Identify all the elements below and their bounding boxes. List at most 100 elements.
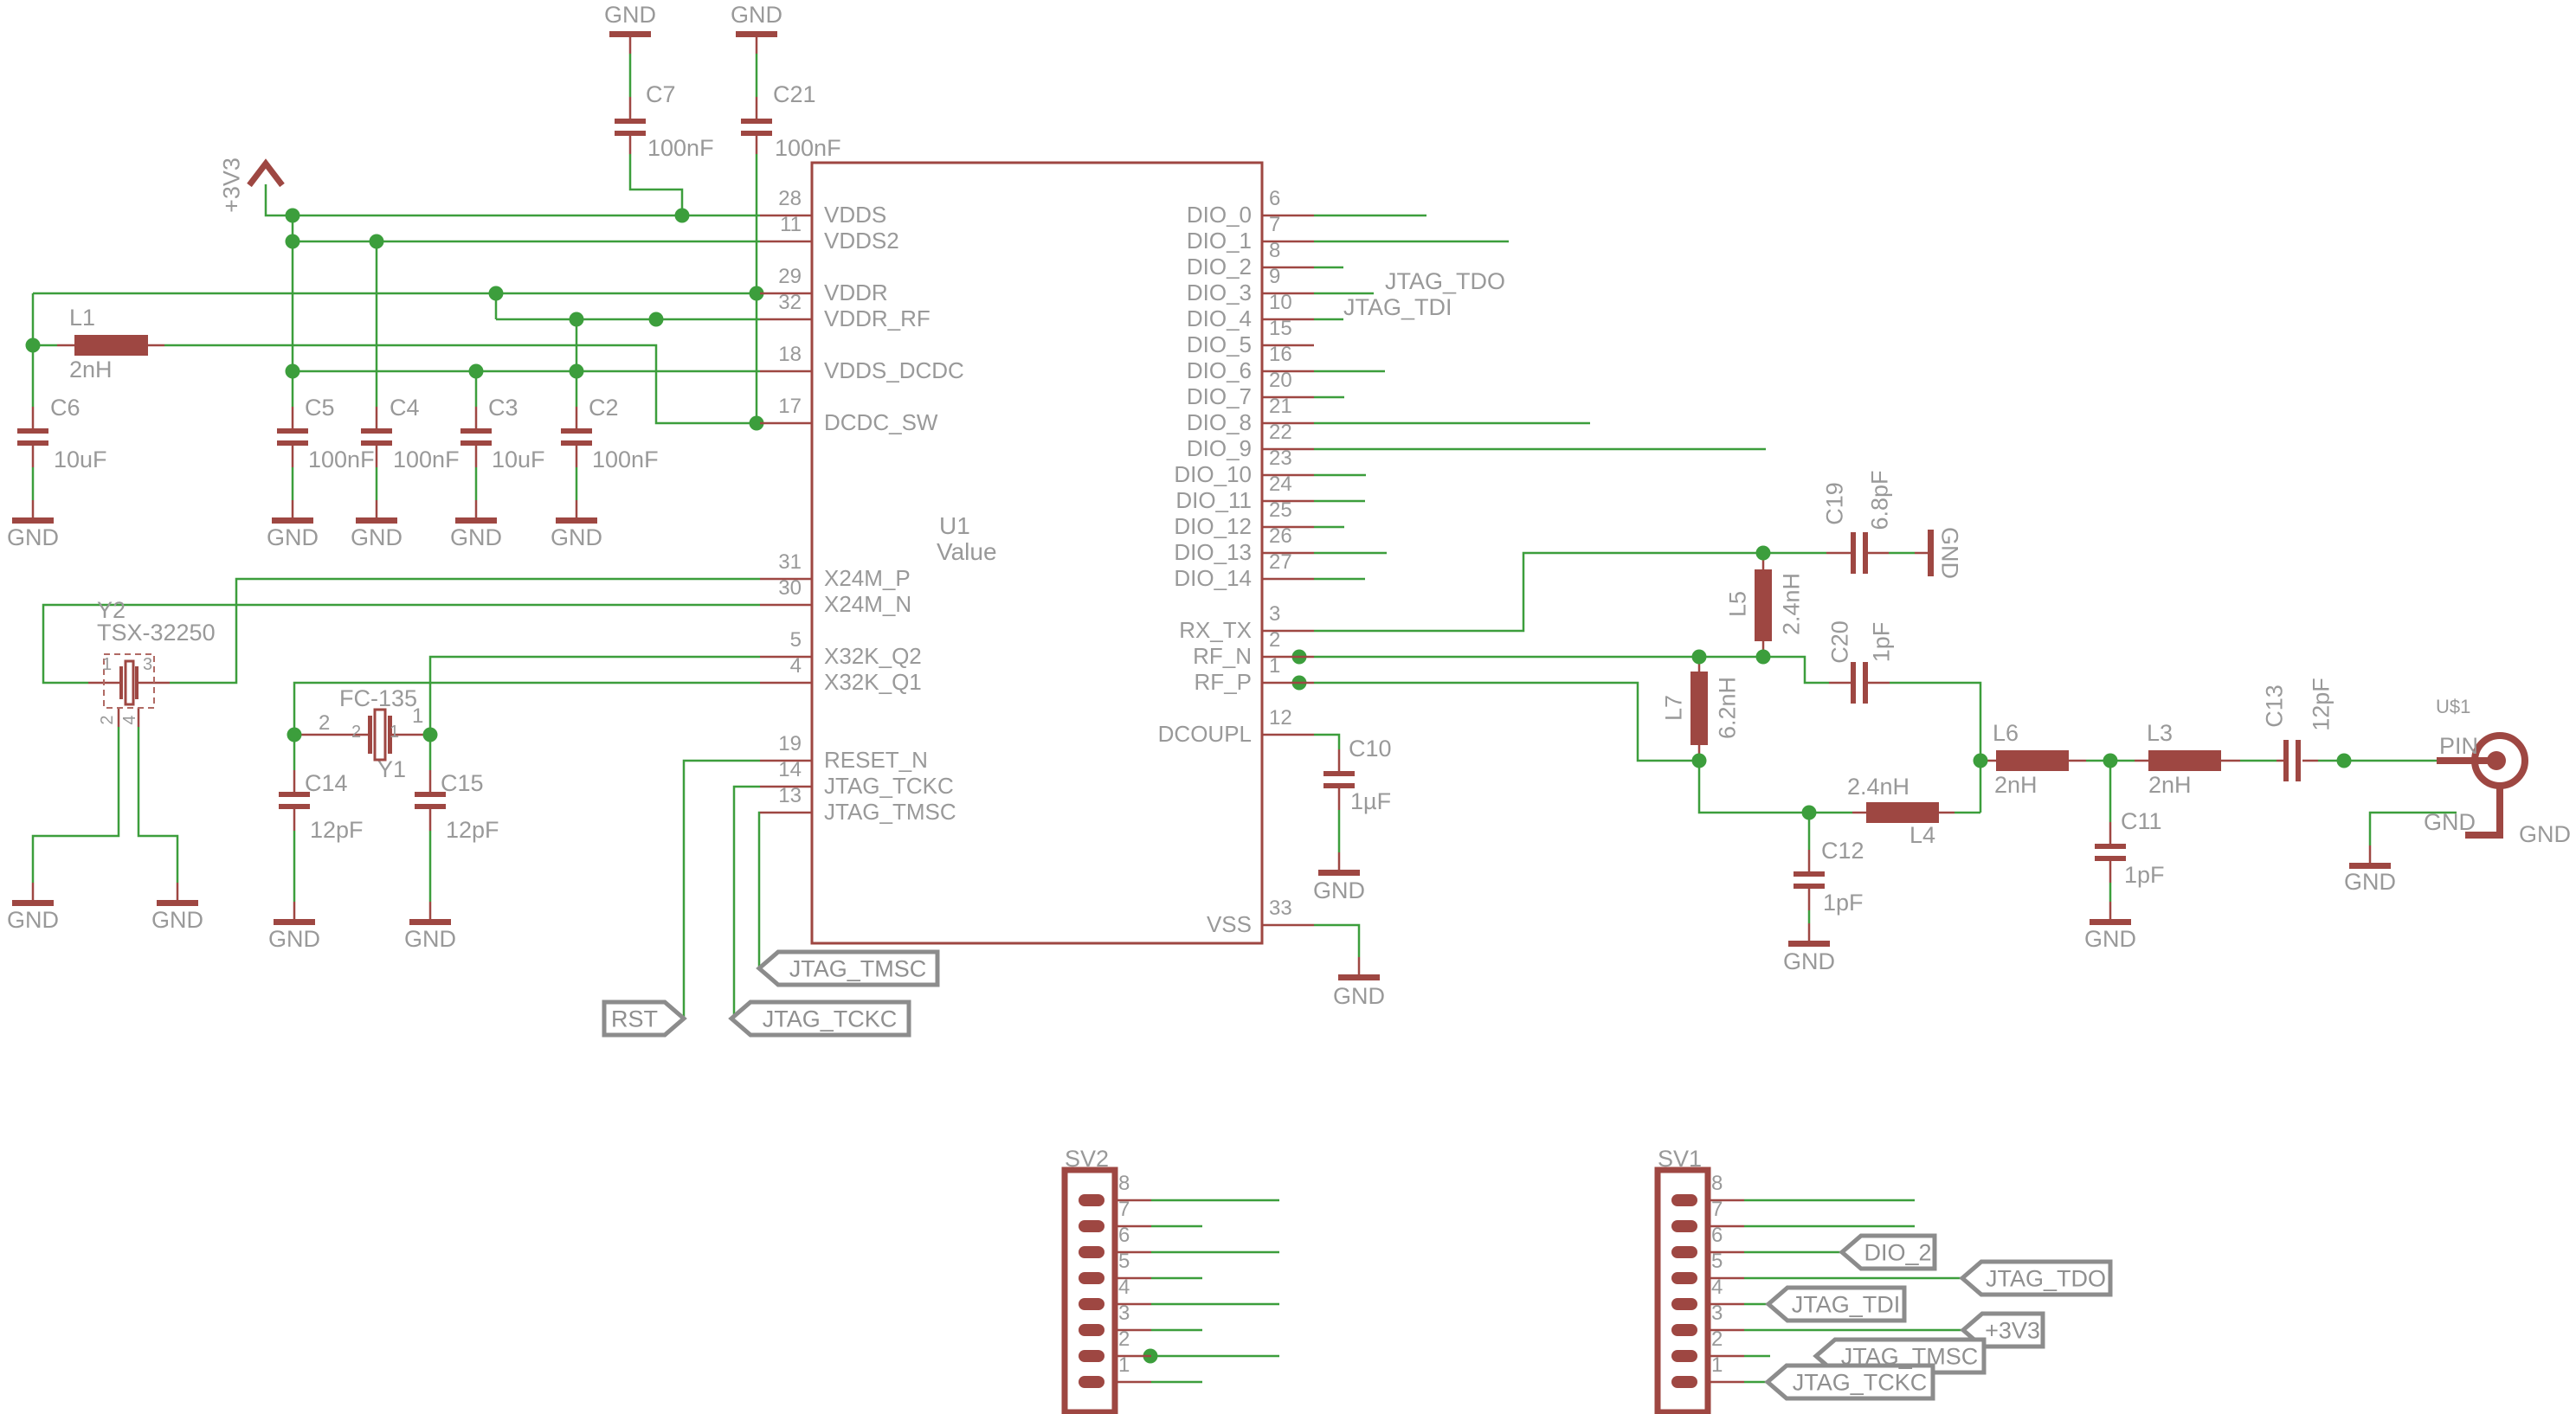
ic-pin-name: DCDC_SW — [824, 409, 938, 435]
capacitor-plate[interactable] — [1323, 771, 1355, 776]
ic-pin-number: 3 — [1269, 602, 1281, 626]
connector-pad[interactable] — [1671, 1324, 1697, 1336]
connector-pad[interactable] — [1671, 1246, 1697, 1258]
capacitor-plate[interactable] — [741, 131, 772, 136]
ic-pin-name: DIO_14 — [1174, 565, 1252, 591]
inductor-l3[interactable] — [2148, 750, 2221, 771]
capacitor-plate[interactable] — [415, 792, 446, 797]
connector-pad[interactable] — [1079, 1376, 1104, 1388]
net-flag-label[interactable]: JTAG_TDO — [1985, 1265, 2107, 1292]
junction-dot — [285, 208, 300, 223]
gnd-symbol[interactable] — [409, 919, 451, 925]
capacitor-plate[interactable] — [460, 428, 492, 434]
capacitor-plate[interactable] — [2296, 740, 2301, 781]
capacitor-plate[interactable] — [460, 440, 492, 446]
net-flag-label[interactable]: JTAG_TDI — [1791, 1291, 1901, 1318]
net-flag[interactable] — [1765, 1285, 1907, 1323]
capacitor-plate[interactable] — [17, 440, 48, 446]
connector-pad[interactable] — [1079, 1298, 1104, 1310]
net-flag[interactable] — [1839, 1233, 1937, 1271]
net-flag-label[interactable]: +3V3 — [1985, 1317, 2040, 1344]
net-flag-label[interactable]: JTAG_TMSC — [1840, 1343, 1979, 1370]
capacitor-plate[interactable] — [1863, 532, 1868, 574]
gnd-symbol[interactable] — [1928, 530, 1934, 576]
net-flag-label[interactable]: JTAG_TCKC — [1792, 1369, 1928, 1396]
gnd-symbol[interactable] — [1318, 870, 1360, 876]
capacitor-plate[interactable] — [561, 428, 592, 434]
net-flag[interactable] — [602, 999, 687, 1038]
capacitor-plate[interactable] — [2095, 856, 2126, 861]
gnd-symbol[interactable] — [12, 517, 54, 524]
capacitor-plate[interactable] — [415, 804, 446, 809]
gnd-symbol[interactable] — [1338, 974, 1380, 980]
gnd-symbol[interactable] — [2349, 863, 2391, 869]
inductor-l4[interactable] — [1866, 802, 1939, 823]
capacitor-plate[interactable] — [2095, 844, 2126, 849]
capacitor-plate[interactable] — [279, 792, 310, 797]
ic-pin-name: DIO_6 — [1186, 357, 1252, 383]
schematic-label: GND — [267, 524, 319, 550]
connector-pad[interactable] — [1079, 1220, 1104, 1232]
gnd-symbol[interactable] — [455, 517, 497, 524]
ic-pin-number: 15 — [1269, 317, 1292, 340]
capacitor-plate[interactable] — [741, 119, 772, 124]
capacitor-plate[interactable] — [1863, 662, 1868, 704]
capacitor-plate[interactable] — [17, 428, 48, 434]
capacitor-plate[interactable] — [2283, 740, 2289, 781]
net-flag[interactable] — [756, 949, 940, 987]
connector-pad[interactable] — [1079, 1272, 1104, 1284]
connector-pad[interactable] — [1671, 1350, 1697, 1362]
gnd-symbol[interactable] — [736, 31, 777, 37]
capacitor-plate[interactable] — [1323, 783, 1355, 788]
capacitor-plate[interactable] — [1851, 662, 1856, 704]
capacitor-plate[interactable] — [361, 440, 392, 446]
connector-pad[interactable] — [1671, 1194, 1697, 1206]
gnd-symbol[interactable] — [12, 900, 54, 906]
connector-pad[interactable] — [1079, 1246, 1104, 1258]
connector-pad[interactable] — [1671, 1272, 1697, 1284]
inductor-l6[interactable] — [1996, 750, 2069, 771]
capacitor-plate[interactable] — [615, 119, 646, 124]
capacitor-plate[interactable] — [361, 428, 392, 434]
gnd-symbol[interactable] — [609, 31, 651, 37]
inductor-l7[interactable] — [1690, 672, 1708, 745]
capacitor-plate[interactable] — [561, 440, 592, 446]
connector-sv2-body[interactable] — [1061, 1167, 1118, 1414]
gnd-symbol[interactable] — [356, 517, 397, 524]
capacitor-plate[interactable] — [279, 804, 310, 809]
gnd-symbol[interactable] — [1788, 941, 1830, 947]
gnd-symbol[interactable] — [274, 919, 315, 925]
capacitor-plate[interactable] — [277, 440, 308, 446]
connector-pad[interactable] — [1671, 1298, 1697, 1310]
connector-sv1-body[interactable] — [1654, 1167, 1711, 1414]
inductor-l1[interactable] — [74, 335, 148, 356]
connector-pad[interactable] — [1079, 1350, 1104, 1362]
ic-pin-name: DIO_5 — [1186, 331, 1252, 357]
net-flag-label[interactable]: JTAG_TCKC — [762, 1006, 898, 1032]
connector-pad[interactable] — [1079, 1324, 1104, 1336]
connector-pad[interactable] — [1079, 1194, 1104, 1206]
ic-pin-number: 2 — [1269, 628, 1281, 652]
net-flag[interactable] — [728, 999, 911, 1038]
gnd-symbol[interactable] — [272, 517, 313, 524]
capacitor-plate[interactable] — [615, 131, 646, 136]
net-flag-label[interactable]: RST — [611, 1006, 658, 1032]
net-flag[interactable] — [1959, 1259, 2113, 1297]
gnd-symbol[interactable] — [157, 900, 198, 906]
connector-pad[interactable] — [1671, 1376, 1697, 1388]
capacitor-plate[interactable] — [1794, 871, 1825, 877]
gnd-symbol[interactable] — [556, 517, 597, 524]
gnd-symbol[interactable] — [2090, 919, 2131, 925]
crystal-y2[interactable] — [103, 653, 155, 709]
capacitor-plate[interactable] — [277, 428, 308, 434]
capacitor-plate[interactable] — [1794, 884, 1825, 889]
net-flag[interactable] — [1764, 1363, 1935, 1401]
net-flag-label[interactable]: JTAG_TMSC — [789, 955, 927, 982]
inductor-l5[interactable] — [1755, 569, 1772, 641]
capacitor-plate[interactable] — [1851, 532, 1856, 574]
connector-pad[interactable] — [1671, 1220, 1697, 1232]
crystal-y1[interactable] — [368, 708, 392, 762]
supply-3v3-arrow[interactable] — [247, 158, 285, 188]
antenna-connector-u1[interactable] — [2437, 732, 2528, 839]
net-flag-label[interactable]: DIO_2 — [1864, 1239, 1932, 1266]
